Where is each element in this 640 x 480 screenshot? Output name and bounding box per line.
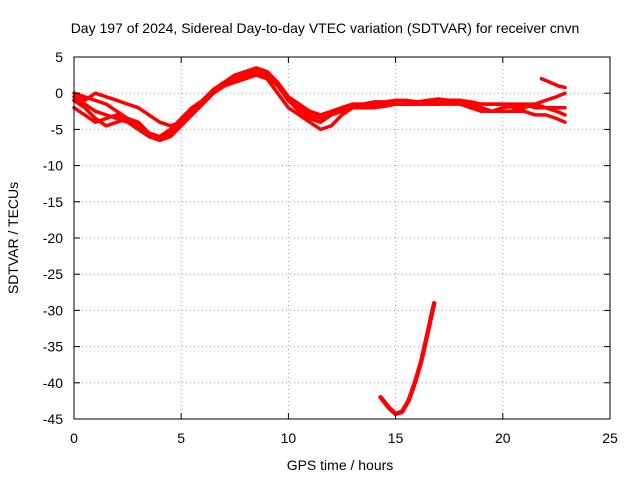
y-tick-label: -35 [43, 339, 63, 355]
y-axis-title: SDTVAR / TECUs [5, 182, 21, 294]
y-tick-label: 0 [55, 85, 63, 101]
ticks: 0 5 10 15 20 25 5 0 -5 -10 -15 -20 -25 -30 -35 -40 -45 [43, 49, 618, 446]
series-line-6 [539, 76, 567, 90]
y-tick-label: -15 [43, 194, 63, 210]
y-tick-label: -10 [43, 158, 63, 174]
series-line-5 [72, 91, 183, 128]
x-tick-label: 20 [495, 430, 511, 446]
series-line-4 [72, 69, 567, 143]
y-tick-label: -45 [43, 411, 63, 427]
x-tick-label: 10 [281, 430, 297, 446]
x-tick-label: 5 [177, 430, 185, 446]
y-tick-label: -25 [43, 266, 63, 282]
x-axis-title: GPS time / hours [287, 457, 394, 473]
y-tick-label: -20 [43, 230, 63, 246]
y-tick-label: -30 [43, 302, 63, 318]
y-tick-label: -40 [43, 375, 63, 391]
series-line-7 [378, 300, 437, 417]
x-tick-label: 0 [70, 430, 78, 446]
series-group [72, 66, 567, 417]
y-tick-label: -5 [51, 121, 64, 137]
grid [74, 57, 610, 419]
y-tick-label: 5 [55, 49, 63, 65]
x-tick-label: 25 [602, 430, 618, 446]
x-tick-label: 15 [388, 430, 404, 446]
chart-title: Day 197 of 2024, Sidereal Day-to-day VTE… [71, 20, 580, 36]
